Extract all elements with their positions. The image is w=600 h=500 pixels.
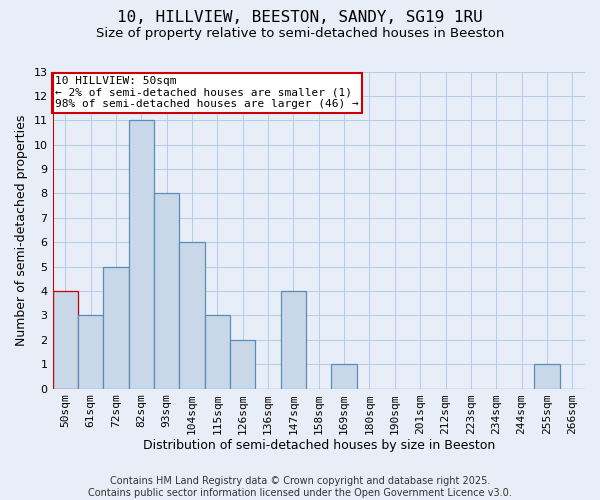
Bar: [103, 266, 128, 388]
Bar: [331, 364, 357, 388]
Text: 10, HILLVIEW, BEESTON, SANDY, SG19 1RU: 10, HILLVIEW, BEESTON, SANDY, SG19 1RU: [117, 10, 483, 25]
Y-axis label: Number of semi-detached properties: Number of semi-detached properties: [15, 114, 28, 346]
Bar: [78, 316, 103, 388]
Bar: [281, 291, 306, 388]
Bar: [53, 291, 78, 388]
Text: Contains HM Land Registry data © Crown copyright and database right 2025.
Contai: Contains HM Land Registry data © Crown c…: [88, 476, 512, 498]
Text: 10 HILLVIEW: 50sqm
← 2% of semi-detached houses are smaller (1)
98% of semi-deta: 10 HILLVIEW: 50sqm ← 2% of semi-detached…: [55, 76, 359, 110]
Bar: [154, 194, 179, 388]
Bar: [205, 316, 230, 388]
Bar: [230, 340, 256, 388]
X-axis label: Distribution of semi-detached houses by size in Beeston: Distribution of semi-detached houses by …: [143, 440, 495, 452]
Bar: [179, 242, 205, 388]
Bar: [128, 120, 154, 388]
Text: Size of property relative to semi-detached houses in Beeston: Size of property relative to semi-detach…: [96, 28, 504, 40]
Bar: [534, 364, 560, 388]
